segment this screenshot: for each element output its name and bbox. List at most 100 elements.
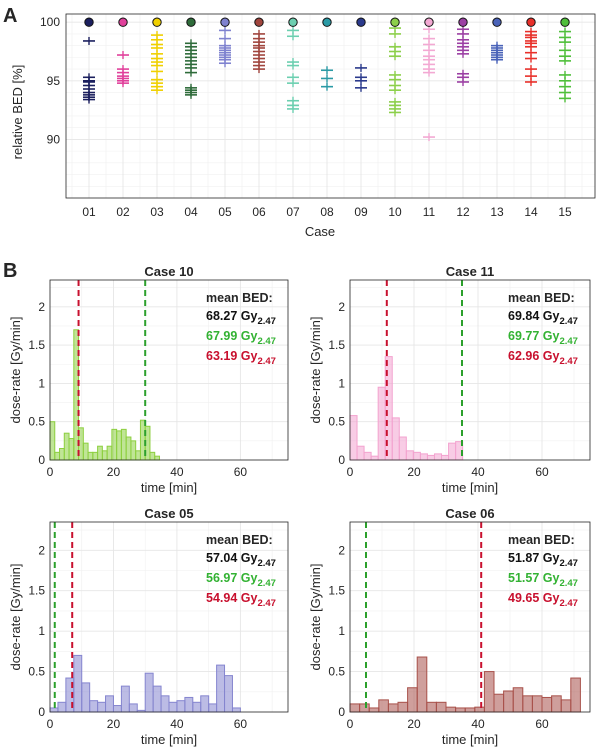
panel-a-xtick-label: 13 <box>490 205 504 219</box>
case-05-bed-mean-number: 57.04 Gy <box>206 551 257 565</box>
case-10-ytick-label: 0.5 <box>28 415 45 429</box>
case-06-ytick-label: 0 <box>338 705 345 719</box>
case-11-bed-mean-subscript: 2.47 <box>559 316 578 327</box>
case-10-axes-box <box>49 279 289 461</box>
case-05-bar <box>144 672 154 713</box>
case-10-bar <box>87 451 94 461</box>
case-05-bed-title: mean BED: <box>206 533 273 547</box>
case-05-bar <box>49 707 59 713</box>
case-10-bar <box>82 442 89 461</box>
case-06-bar <box>378 699 389 713</box>
case-11-bar <box>370 455 379 461</box>
case-06-bar <box>503 690 514 713</box>
case-10-reference-dot <box>390 17 400 27</box>
case-11-bed-red-number: 62.96 Gy <box>508 349 559 363</box>
panel-a-chart: relative BED [%] Case 90 95 100 01 02 03 04 05 0… <box>10 13 596 239</box>
case-06-bar <box>368 707 380 713</box>
case-10-bed-green-number: 67.99 Gy <box>206 329 257 343</box>
case-10-bar <box>68 438 75 461</box>
case-10-bed-mean-number: 68.27 Gy <box>206 309 257 323</box>
case-06-bar <box>570 677 581 713</box>
case-10-ytick-label: 2 <box>38 300 45 314</box>
case-05-bar <box>120 685 130 713</box>
case-06-xtick-label: 40 <box>471 717 485 731</box>
case-06-bed-mean-number: 51.87 Gy <box>508 551 559 565</box>
case-05-ytick-label: 0 <box>38 705 45 719</box>
panel-a-y-label: relative BED [%] <box>10 65 25 160</box>
case-06-ytick-label: 1.5 <box>328 584 345 598</box>
case-05-bar <box>73 654 83 713</box>
case-11-xtick-label: 40 <box>471 465 485 479</box>
case-05-ytick-label: 1.5 <box>28 584 45 598</box>
case-06-bar <box>551 695 562 713</box>
case-06-bed-red-value: 49.65 Gy2.47 <box>508 591 578 609</box>
case-04-reference-dot <box>186 17 196 27</box>
case-06-ytick-label: 1 <box>338 624 345 638</box>
panel-a-ytick-label: 95 <box>47 74 61 88</box>
case-06-bar <box>493 693 505 713</box>
case-11-bed-red-subscript: 2.47 <box>559 356 578 367</box>
case-06-bar <box>455 707 466 713</box>
case-05-xtick-label: 20 <box>107 717 121 731</box>
case-06-bed-mean-subscript: 2.47 <box>559 558 578 569</box>
case-06-bar <box>349 703 361 713</box>
case-06-bar <box>531 695 543 713</box>
case-11-bar <box>426 454 435 461</box>
case-06-bar <box>359 703 370 713</box>
case-11-y-label: dose-rate [Gy/min] <box>308 317 323 424</box>
case-05-bed-red-subscript: 2.47 <box>257 598 276 609</box>
case-11-ytick-label: 0.5 <box>328 415 345 429</box>
case-05-bed-mean-value: 57.04 Gy2.47 <box>206 551 276 569</box>
panel-a-xtick-label: 15 <box>558 205 572 219</box>
case-06-bed-title: mean BED: <box>508 533 575 547</box>
case-05-bar <box>81 682 91 713</box>
case-11-bed-mean-number: 69.84 Gy <box>508 309 559 323</box>
case-11-bar <box>441 454 450 461</box>
case-10-x-label: time [min] <box>141 480 197 495</box>
case-10-bar <box>149 451 156 461</box>
case-05-bar <box>224 675 233 713</box>
case-11-ytick-label: 1 <box>338 376 345 390</box>
panel-a-xtick-label: 06 <box>252 205 266 219</box>
case-06-bar <box>541 696 553 713</box>
case-05-ytick-label: 0.5 <box>28 665 45 679</box>
panel-a-xtick-label: 07 <box>286 205 300 219</box>
case-05-bed-green-subscript: 2.47 <box>257 578 276 589</box>
case-11-bed-mean-value: 69.84 Gy2.47 <box>508 309 578 327</box>
case-11-ytick-label: 1.5 <box>328 338 345 352</box>
case-10-bar <box>59 448 65 461</box>
case-10-xtick-label: 40 <box>170 465 184 479</box>
panel-a-xtick-label: 11 <box>423 205 436 219</box>
case-06-bar <box>426 701 437 713</box>
case-06-axes-box <box>349 521 591 713</box>
case-10-plot-area <box>50 280 288 460</box>
panel-a-xtick-label: 03 <box>150 205 164 219</box>
case-01-reference-dot <box>84 17 94 27</box>
panel-label-b: B <box>3 260 17 282</box>
case-05-axes-box <box>49 521 289 713</box>
case-11-xtick-label: 20 <box>407 465 421 479</box>
case-10-xtick-label: 60 <box>234 465 248 479</box>
case-10-bar <box>116 430 122 461</box>
case-06-bar <box>560 699 572 713</box>
case-06-bed-red-number: 49.65 Gy <box>508 591 559 605</box>
case-05-reference-dot <box>220 17 230 27</box>
case-05-bar <box>105 695 114 713</box>
panel-a-ytick-label: 90 <box>47 132 61 146</box>
case-06-bar <box>397 701 409 713</box>
case-05-bar <box>200 695 210 713</box>
case-06-xtick-label: 0 <box>347 717 354 731</box>
case-10-bed-red-value: 63.19 Gy2.47 <box>206 349 276 367</box>
case-02-reference-dot <box>118 17 128 27</box>
case-10-y-label: dose-rate [Gy/min] <box>8 317 23 424</box>
case-10-bar <box>63 432 70 461</box>
case-05-y-label: dose-rate [Gy/min] <box>8 564 23 671</box>
case-05-bar <box>184 696 194 713</box>
case-05-bar <box>128 703 138 713</box>
case-11-x-label: time [min] <box>442 480 498 495</box>
case-05-bar <box>112 705 122 713</box>
case-11-bed-red-value: 62.96 Gy2.47 <box>508 349 578 367</box>
case-06-reference-dot <box>254 17 264 27</box>
